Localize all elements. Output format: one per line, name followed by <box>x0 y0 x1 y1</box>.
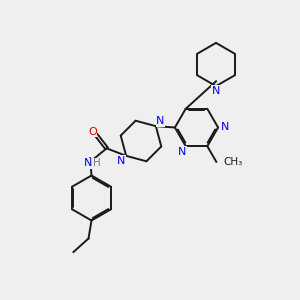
Text: H: H <box>93 158 100 168</box>
Text: N: N <box>178 147 187 157</box>
Text: O: O <box>88 127 97 137</box>
Text: N: N <box>212 86 220 96</box>
Text: N: N <box>156 116 165 127</box>
Text: CH₃: CH₃ <box>224 157 243 167</box>
Text: N: N <box>84 158 92 168</box>
Text: N: N <box>117 155 126 166</box>
Text: N: N <box>220 122 229 133</box>
